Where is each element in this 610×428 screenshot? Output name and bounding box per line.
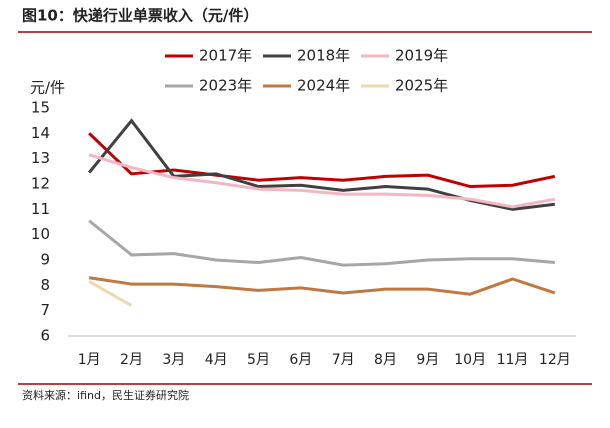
x-tick-label: 7月: [332, 352, 355, 368]
x-tick-label: 3月: [162, 352, 185, 368]
source: 资料来源：ifind，民生证券研究院: [22, 388, 189, 402]
series-line: [88, 118, 556, 211]
legend-label: 2023年: [199, 77, 252, 95]
series-line: [88, 276, 556, 296]
y-tick-label: 8: [40, 276, 50, 294]
y-tick-label: 13: [31, 149, 50, 167]
series-line: [88, 219, 555, 267]
x-tick-label: 10月: [454, 352, 486, 368]
y-tick-label: 15: [31, 99, 50, 117]
legend-label: 2025年: [395, 77, 448, 95]
x-tick-label: 6月: [289, 352, 312, 368]
legend-label: 2024年: [297, 77, 350, 95]
legend-label: 2018年: [297, 47, 350, 65]
x-tick-label: 11月: [497, 352, 529, 368]
y-tick-label: 9: [40, 251, 50, 269]
x-tick-label: 4月: [205, 352, 228, 368]
y-tick-label: 12: [31, 175, 50, 193]
x-tick-label: 5月: [247, 352, 270, 368]
x-tick-label: 8月: [374, 352, 397, 368]
y-axis-label: 元/件: [30, 79, 65, 97]
legend-label: 2019年: [395, 47, 448, 65]
y-tick-label: 10: [31, 225, 50, 243]
series-line: [88, 132, 556, 189]
series-line: [88, 153, 556, 209]
y-tick-label: 14: [31, 124, 50, 142]
x-tick-label: 1月: [78, 352, 101, 368]
legend-label: 2017年: [199, 47, 252, 65]
chart-title: 图10：快递行业单票收入（元/件）: [22, 7, 258, 25]
x-tick-label: 12月: [539, 352, 571, 368]
series-line: [88, 280, 133, 307]
x-tick-label: 2月: [120, 352, 143, 368]
y-tick-label: 11: [31, 200, 50, 218]
x-tick-label: 9月: [416, 352, 439, 368]
y-tick-label: 7: [40, 301, 50, 319]
y-tick-label: 6: [40, 327, 50, 345]
